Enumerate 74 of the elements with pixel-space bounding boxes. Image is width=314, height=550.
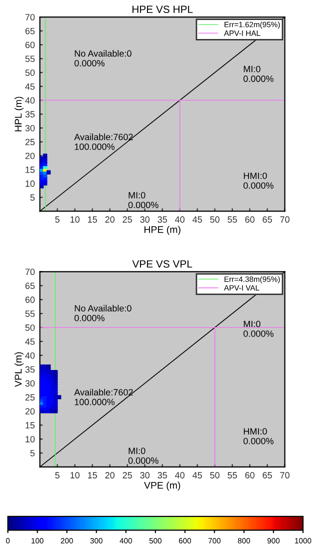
annotation: Available:7602 100.000% xyxy=(74,134,133,150)
x-tick-label: 45 xyxy=(192,472,202,478)
annotation: MI:0 0.000% xyxy=(244,66,274,82)
x-tick-label: 50 xyxy=(210,216,220,223)
x-axis-title: VPE (m) xyxy=(144,482,180,491)
y-tick-label: 40 xyxy=(25,97,35,104)
x-tick-label: 30 xyxy=(140,472,150,478)
y-tick-label: 45 xyxy=(25,83,35,90)
y-tick-label: 70 xyxy=(25,268,35,276)
x-tick-label: 20 xyxy=(105,216,115,223)
annotation: MI:0 0.000% xyxy=(244,320,274,337)
x-tick-label: 60 xyxy=(245,472,254,478)
annotation: No Available:0 0.000% xyxy=(74,304,132,322)
annotation: Available:7602 100.000% xyxy=(74,388,133,406)
x-tick-label: 50 xyxy=(210,472,220,478)
y-tick-label: 30 xyxy=(25,124,35,132)
x-tick-label: 5 xyxy=(55,216,60,223)
y-tick-label: 5 xyxy=(30,194,35,201)
y-axis-title: HPL (m) xyxy=(14,96,24,132)
x-tick-label: 40 xyxy=(175,472,184,478)
y-tick-label: 65 xyxy=(25,28,35,34)
point xyxy=(43,154,48,158)
y-tick-label: 55 xyxy=(25,56,35,62)
y-tick-label: 50 xyxy=(25,69,35,76)
y-tick-label: 20 xyxy=(25,408,35,415)
annotation: No Available:0 0.000% xyxy=(74,50,132,66)
x-tick-label: 45 xyxy=(192,216,202,223)
x-tick-label: 20 xyxy=(105,472,115,478)
point xyxy=(46,170,51,174)
y-tick-label: 40 xyxy=(25,352,35,359)
y-axis-title: VPL (m) xyxy=(14,352,24,387)
x-tick-label: 35 xyxy=(158,216,167,223)
annotation: HMI:0 0.000% xyxy=(244,172,274,189)
x-tick-label: 15 xyxy=(88,216,98,223)
x-tick-label: 65 xyxy=(262,216,272,223)
x-tick-label: 15 xyxy=(88,472,98,478)
x-tick-label: 70 xyxy=(280,472,290,478)
y-tick-label: 55 xyxy=(25,310,35,317)
y-tick-label: 20 xyxy=(25,152,35,160)
chart-title: VPE VS VPL xyxy=(132,260,192,268)
y-tick-label: 70 xyxy=(25,14,35,20)
y-tick-label: 30 xyxy=(25,380,35,387)
y-tick-label: 35 xyxy=(25,366,35,373)
y-tick-label: 5 xyxy=(30,450,35,456)
y-tick-label: 10 xyxy=(26,436,35,442)
x-tick-label: 30 xyxy=(140,216,150,223)
annotation: HMI:0 0.000% xyxy=(244,428,274,444)
x-tick-label: 55 xyxy=(228,216,237,223)
x-tick-label: 65 xyxy=(262,472,272,478)
x-tick-label: 60 xyxy=(245,216,254,223)
y-tick-label: 65 xyxy=(25,282,35,290)
y-tick-label: 25 xyxy=(25,138,35,146)
x-tick-label: 25 xyxy=(122,216,132,223)
y-tick-label: 60 xyxy=(25,296,35,303)
annotation: MI:0 0.000% xyxy=(128,448,158,464)
x-tick-label: 10 xyxy=(70,216,80,223)
y-tick-label: 15 xyxy=(26,166,35,173)
x-tick-label: 70 xyxy=(280,216,290,223)
x-tick-label: 25 xyxy=(122,472,132,478)
y-tick-label: 60 xyxy=(25,42,35,48)
x-tick-label: 10 xyxy=(70,472,80,478)
y-tick-label: 10 xyxy=(26,180,35,187)
y-tick-label: 35 xyxy=(25,111,35,118)
x-tick-label: 40 xyxy=(175,216,184,223)
y-tick-label: 45 xyxy=(25,338,35,345)
y-tick-label: 25 xyxy=(25,394,35,401)
x-axis-title: HPE (m) xyxy=(144,226,180,235)
y-tick-label: 15 xyxy=(26,422,35,428)
x-tick-label: 55 xyxy=(228,472,237,478)
x-tick-label: 35 xyxy=(158,472,167,478)
chart-title: HPE VS HPL xyxy=(132,6,193,13)
y-tick-label: 50 xyxy=(25,324,35,331)
x-tick-label: 5 xyxy=(55,472,60,478)
annotation: MI:0 0.000% xyxy=(128,192,158,208)
